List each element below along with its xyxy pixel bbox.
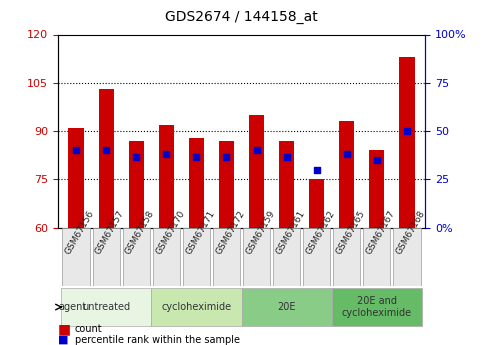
Bar bbox=[369, 150, 384, 228]
FancyBboxPatch shape bbox=[61, 288, 151, 326]
Bar bbox=[69, 128, 84, 228]
Text: 20E: 20E bbox=[277, 302, 296, 312]
FancyBboxPatch shape bbox=[123, 228, 150, 286]
Bar bbox=[219, 141, 234, 228]
FancyBboxPatch shape bbox=[213, 228, 240, 286]
Point bbox=[343, 151, 351, 156]
Bar bbox=[249, 115, 264, 228]
Text: GSM67165: GSM67165 bbox=[335, 209, 367, 256]
Text: GSM67172: GSM67172 bbox=[214, 209, 246, 256]
Text: ■: ■ bbox=[58, 323, 71, 336]
FancyBboxPatch shape bbox=[242, 288, 332, 326]
Point bbox=[162, 151, 170, 156]
Point bbox=[102, 148, 110, 153]
Bar bbox=[189, 138, 204, 228]
Bar bbox=[99, 89, 114, 228]
Text: GSM67162: GSM67162 bbox=[304, 209, 337, 256]
Point bbox=[373, 157, 381, 163]
Bar bbox=[279, 141, 294, 228]
FancyBboxPatch shape bbox=[93, 228, 120, 286]
Bar bbox=[399, 57, 414, 228]
Text: GSM67156: GSM67156 bbox=[64, 209, 96, 256]
FancyBboxPatch shape bbox=[151, 288, 242, 326]
Text: GSM67167: GSM67167 bbox=[365, 209, 397, 256]
Point bbox=[313, 167, 321, 172]
Bar bbox=[159, 125, 174, 228]
FancyBboxPatch shape bbox=[62, 228, 89, 286]
FancyBboxPatch shape bbox=[394, 228, 421, 286]
Text: ■: ■ bbox=[58, 335, 69, 345]
Point bbox=[223, 154, 230, 160]
FancyBboxPatch shape bbox=[273, 228, 300, 286]
FancyBboxPatch shape bbox=[363, 228, 390, 286]
Text: GSM67157: GSM67157 bbox=[94, 209, 126, 256]
Text: GSM67158: GSM67158 bbox=[124, 209, 156, 256]
Text: GSM67161: GSM67161 bbox=[274, 209, 307, 256]
Point bbox=[283, 154, 290, 160]
Text: count: count bbox=[75, 325, 102, 334]
Text: GSM67159: GSM67159 bbox=[244, 209, 277, 256]
Bar bbox=[309, 179, 324, 228]
FancyBboxPatch shape bbox=[183, 228, 210, 286]
Text: percentile rank within the sample: percentile rank within the sample bbox=[75, 335, 240, 345]
FancyBboxPatch shape bbox=[332, 288, 422, 326]
FancyBboxPatch shape bbox=[153, 228, 180, 286]
Point bbox=[193, 154, 200, 160]
FancyBboxPatch shape bbox=[243, 228, 270, 286]
Text: cycloheximide: cycloheximide bbox=[161, 302, 231, 312]
Text: GSM67171: GSM67171 bbox=[184, 209, 216, 256]
FancyBboxPatch shape bbox=[303, 228, 330, 286]
Point bbox=[132, 154, 140, 160]
Point bbox=[253, 148, 260, 153]
Bar bbox=[339, 121, 355, 228]
Text: untreated: untreated bbox=[82, 302, 130, 312]
Text: GSM67170: GSM67170 bbox=[154, 209, 186, 256]
Text: agent: agent bbox=[58, 302, 87, 312]
Text: GDS2674 / 144158_at: GDS2674 / 144158_at bbox=[165, 10, 318, 24]
Point bbox=[403, 128, 411, 134]
Point bbox=[72, 148, 80, 153]
Bar bbox=[128, 141, 144, 228]
Text: 20E and
cycloheximide: 20E and cycloheximide bbox=[342, 296, 412, 318]
Text: GSM67168: GSM67168 bbox=[395, 209, 427, 256]
FancyBboxPatch shape bbox=[333, 228, 360, 286]
